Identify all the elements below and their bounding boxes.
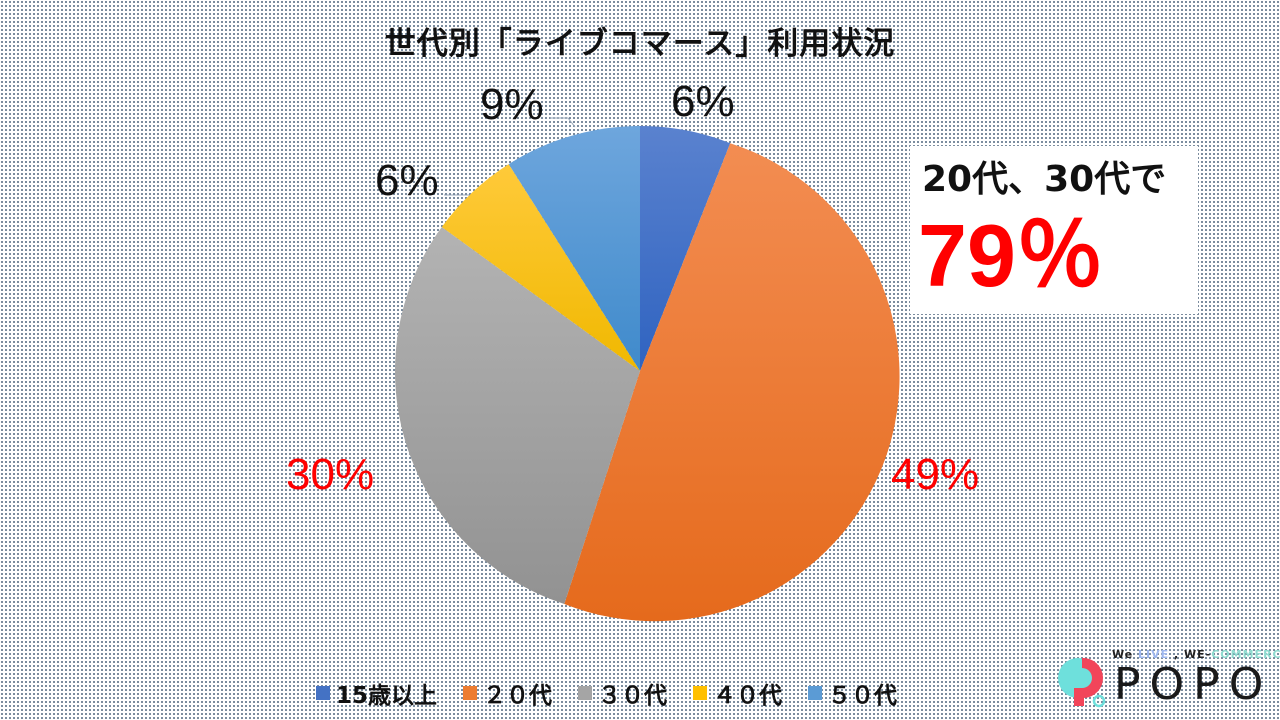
legend-label: ４０代 xyxy=(713,683,783,709)
legend-swatch xyxy=(578,686,593,700)
tagline-live: LIVE xyxy=(1138,648,1170,661)
chart-title: 世代別「ライブコマース」利用状況 xyxy=(384,26,896,62)
callout-box: 20代、30代で 79％ xyxy=(910,146,1198,314)
pie-slice-40s[interactable] xyxy=(441,164,640,371)
legend-label: ５０代 xyxy=(828,683,898,709)
callout-text: 20代、30代で xyxy=(922,159,1167,200)
pie-slice-50s[interactable] xyxy=(508,125,640,371)
legend-item-20s[interactable]: ２０代 xyxy=(463,676,552,710)
legend-item-50s[interactable]: ５０代 xyxy=(808,676,897,710)
legend-label: ３０代 xyxy=(598,683,668,709)
pie-slice-20s[interactable] xyxy=(564,143,900,622)
chart-legend: 15歳以上 ２０代 ３０代 ４０代 ５０代 xyxy=(316,676,897,710)
legend-swatch xyxy=(463,686,478,700)
popo-logo-icon xyxy=(1058,657,1106,708)
tagline-we: We xyxy=(1112,648,1139,661)
logo-tagline: We LIVE , WE-COMMERCE xyxy=(1112,648,1280,661)
pie-slice-15-over[interactable] xyxy=(640,126,731,371)
data-label-50s: 9% xyxy=(480,80,544,129)
tagline-we-dash: , WE- xyxy=(1169,648,1212,661)
data-label-15-over: 6% xyxy=(671,77,735,126)
leader-line-50s xyxy=(550,117,576,128)
data-label-40s: 6% xyxy=(375,156,439,205)
tagline-commerce: COMMERCE xyxy=(1211,648,1280,661)
legend-item-15-over[interactable]: 15歳以上 xyxy=(316,676,437,710)
legend-swatch xyxy=(693,686,708,700)
legend-swatch xyxy=(808,686,823,700)
legend-label: 15歳以上 xyxy=(336,683,438,709)
legend-item-30s[interactable]: ３０代 xyxy=(578,676,667,710)
logo-wordmark: POPO xyxy=(1114,659,1273,710)
pie-slice-30s[interactable] xyxy=(395,227,640,604)
popo-logo[interactable]: We LIVE , WE-COMMERCE POPO xyxy=(1052,648,1280,710)
legend-label: ２０代 xyxy=(483,683,553,709)
data-label-30s: 30% xyxy=(286,450,375,499)
callout-value: 79％ xyxy=(918,206,1104,305)
legend-item-40s[interactable]: ４０代 xyxy=(693,676,782,710)
legend-swatch xyxy=(316,686,330,700)
data-label-20s: 49% xyxy=(891,450,980,499)
